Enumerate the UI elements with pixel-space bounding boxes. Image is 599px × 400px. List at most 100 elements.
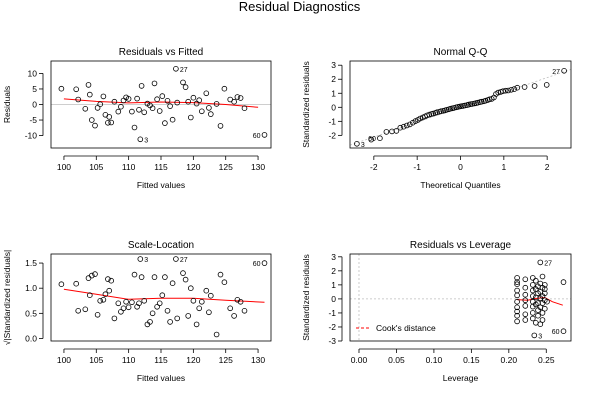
x-tick-label: 115 <box>154 162 168 172</box>
data-point <box>159 93 166 99</box>
data-point <box>406 121 413 128</box>
panel-title: Residuals vs Leverage <box>410 240 512 251</box>
data-point <box>118 103 124 110</box>
data-point <box>532 319 539 326</box>
data-point <box>514 281 520 288</box>
data-point <box>213 101 220 107</box>
data-point <box>203 287 210 294</box>
y-tick-label: 0 <box>331 102 336 112</box>
data-point <box>75 96 81 103</box>
plot-frame <box>50 253 272 342</box>
data-point <box>190 297 197 304</box>
data-point <box>94 105 101 111</box>
data-point <box>188 285 194 292</box>
data-point <box>87 292 93 299</box>
data-point <box>100 296 107 303</box>
data-point <box>89 272 95 279</box>
data-point <box>231 98 237 105</box>
data-point <box>115 108 122 115</box>
data-point <box>426 111 433 118</box>
x-tick-label: 125 <box>219 355 233 365</box>
data-point <box>92 122 98 129</box>
data-point <box>231 313 237 319</box>
data-point <box>502 87 509 94</box>
x-tick-label: 0.25 <box>538 355 555 365</box>
point-annotation: 60 <box>253 261 261 268</box>
data-point <box>149 105 156 111</box>
x-tick-label: 0.15 <box>463 355 480 365</box>
data-point <box>94 311 101 318</box>
data-point <box>58 281 65 288</box>
data-point <box>182 276 189 283</box>
data-point <box>173 66 179 72</box>
data-point <box>125 304 132 311</box>
data-point <box>514 298 520 305</box>
data-point <box>541 282 548 288</box>
data-point <box>237 95 244 101</box>
data-point <box>190 94 197 101</box>
data-point <box>217 271 224 278</box>
data-point <box>529 293 536 299</box>
data-point <box>522 276 529 283</box>
data-point <box>474 99 481 106</box>
data-point <box>136 300 142 307</box>
panel-title: Residuals vs Fitted <box>119 47 203 58</box>
data-point <box>193 321 200 328</box>
data-point <box>206 105 212 111</box>
data-point <box>106 287 112 294</box>
data-point <box>539 317 546 323</box>
x-tick-label: 100 <box>57 355 71 365</box>
x-tick-label: 0.05 <box>388 355 405 365</box>
data-point <box>561 68 567 74</box>
data-point <box>199 108 205 115</box>
data-point <box>164 98 171 104</box>
data-point <box>521 84 528 90</box>
data-point <box>75 307 81 314</box>
data-point <box>85 82 92 88</box>
data-point <box>180 79 186 86</box>
data-point <box>111 315 118 322</box>
y-tick-label: 10 <box>28 68 38 78</box>
y-tick-label: -2 <box>328 130 336 140</box>
data-point <box>111 98 118 105</box>
x-tick-label: -2 <box>370 162 378 172</box>
x-tick-label: 120 <box>186 162 200 172</box>
data-point <box>154 303 160 310</box>
y-tick-label: 0 <box>331 294 336 304</box>
data-point <box>377 135 383 142</box>
data-point <box>397 124 404 131</box>
point-annotation: 27 <box>180 257 188 264</box>
y-tick-label: 1 <box>331 88 336 98</box>
data-point <box>141 109 148 116</box>
data-point <box>188 114 194 121</box>
data-point <box>560 279 567 285</box>
data-point <box>514 312 520 319</box>
data-point <box>97 101 103 107</box>
panel-title: Normal Q-Q <box>434 47 488 58</box>
y-axis-label: Residuals <box>2 86 12 123</box>
data-point <box>134 95 140 102</box>
data-point <box>529 310 536 316</box>
data-point <box>89 117 95 123</box>
y-tick-label: 0.0 <box>25 333 37 343</box>
data-point <box>522 303 529 309</box>
plot-frame <box>349 60 572 149</box>
data-point <box>514 308 520 315</box>
data-point <box>131 271 138 278</box>
data-point <box>182 84 189 90</box>
data-point <box>227 305 234 312</box>
data-point <box>403 122 410 129</box>
data-point <box>87 91 93 98</box>
x-tick-label: 100 <box>57 162 71 172</box>
data-point <box>430 110 437 117</box>
x-tick-label: 0 <box>458 162 463 172</box>
data-point <box>82 106 89 112</box>
y-tick-label: -10 <box>25 131 38 141</box>
data-point <box>478 98 485 105</box>
smooth-line <box>63 98 259 108</box>
data-point <box>108 277 114 284</box>
data-point <box>514 304 520 311</box>
data-point <box>522 317 529 323</box>
data-point <box>156 108 163 114</box>
